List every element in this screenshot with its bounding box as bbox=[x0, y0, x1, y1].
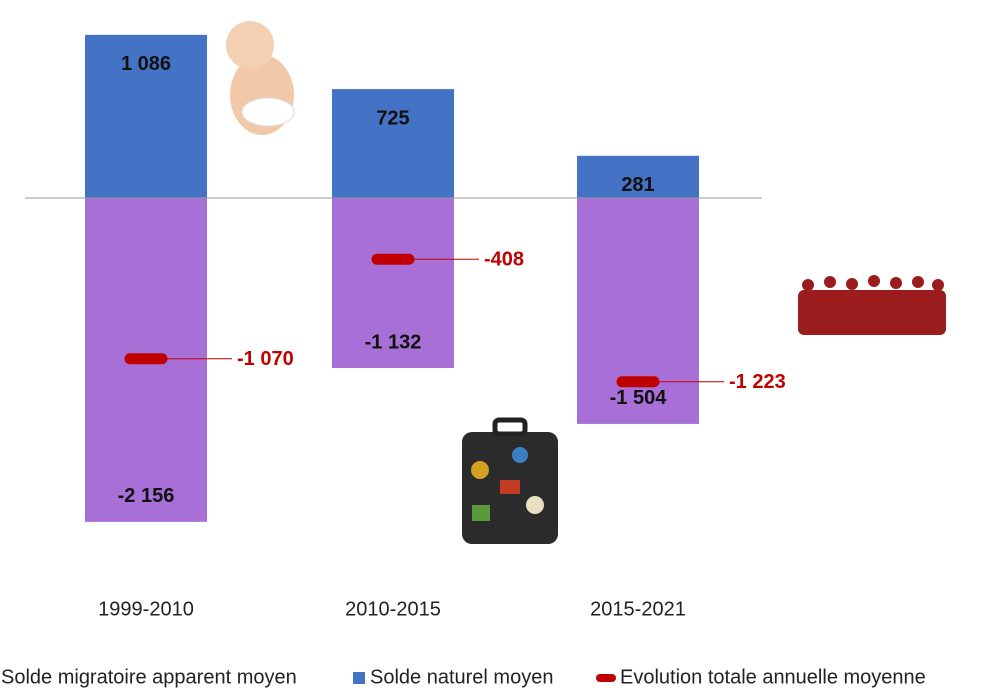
suitcase-picture bbox=[462, 417, 558, 544]
data-label: -408 bbox=[484, 249, 524, 271]
data-label: -1 223 bbox=[729, 371, 786, 393]
data-label: -2 156 bbox=[118, 485, 175, 507]
legend-label: Evolution totale annuelle moyenne bbox=[620, 666, 926, 688]
data-label: 281 bbox=[621, 174, 654, 196]
legend-swatch bbox=[353, 672, 365, 684]
bar bbox=[577, 155, 699, 198]
bar bbox=[332, 198, 454, 369]
data-label: 1 086 bbox=[121, 53, 171, 75]
data-label: -1 504 bbox=[610, 387, 668, 409]
data-label: 725 bbox=[376, 107, 409, 129]
legend-label: Solde migratoire apparent moyen bbox=[1, 666, 297, 688]
data-label: -1 070 bbox=[237, 348, 294, 370]
data-label: -1 132 bbox=[365, 331, 422, 353]
x-tick-label: 2010-2015 bbox=[345, 598, 441, 620]
x-tick-label: 2015-2021 bbox=[590, 598, 686, 620]
x-tick-label: 1999-2010 bbox=[98, 598, 194, 620]
baby-picture bbox=[226, 21, 295, 135]
bar bbox=[85, 34, 207, 199]
legend-label: Solde naturel moyen bbox=[370, 666, 553, 688]
bar bbox=[332, 89, 454, 198]
crowd-picture bbox=[798, 275, 946, 335]
